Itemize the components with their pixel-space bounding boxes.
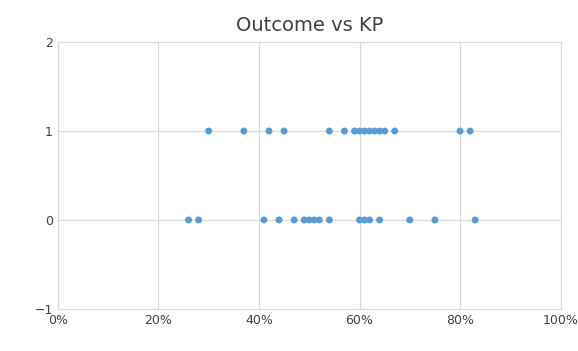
Point	[465, 128, 475, 134]
Point	[290, 217, 299, 223]
Point	[405, 217, 414, 223]
Point	[340, 128, 349, 134]
Point	[299, 217, 309, 223]
Point	[260, 217, 269, 223]
Point	[360, 217, 369, 223]
Point	[355, 128, 364, 134]
Point	[350, 128, 359, 134]
Point	[204, 128, 213, 134]
Point	[375, 128, 384, 134]
Point	[305, 217, 314, 223]
Point	[380, 128, 390, 134]
Point	[360, 128, 369, 134]
Point	[355, 217, 364, 223]
Point	[390, 128, 399, 134]
Point	[365, 128, 374, 134]
Point	[370, 128, 379, 134]
Point	[430, 217, 440, 223]
Point	[325, 128, 334, 134]
Point	[455, 128, 465, 134]
Point	[280, 128, 289, 134]
Point	[310, 217, 319, 223]
Point	[325, 217, 334, 223]
Point	[470, 217, 480, 223]
Point	[375, 217, 384, 223]
Title: Outcome vs KP: Outcome vs KP	[236, 16, 383, 35]
Point	[239, 128, 249, 134]
Point	[184, 217, 193, 223]
Point	[365, 217, 374, 223]
Point	[275, 217, 284, 223]
Point	[194, 217, 203, 223]
Point	[314, 217, 324, 223]
Point	[264, 128, 273, 134]
